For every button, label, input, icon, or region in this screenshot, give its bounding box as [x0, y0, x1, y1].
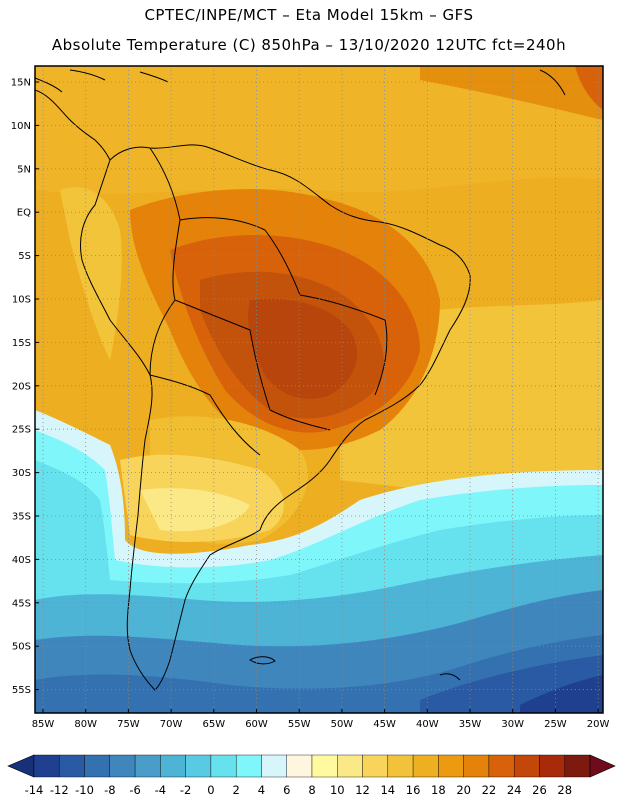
colorbar-swatch	[235, 754, 262, 778]
lon-tick-label: 50W	[331, 719, 354, 730]
lat-tick-label: 5S	[18, 251, 31, 262]
colorbar-swatch	[412, 754, 439, 778]
map-frame	[34, 65, 604, 714]
colorbar-swatch	[84, 754, 111, 778]
colorbar-label: 24	[507, 783, 522, 797]
colorbar-label: 26	[532, 783, 547, 797]
colorbar-swatch	[362, 754, 389, 778]
colorbar-label: -8	[104, 783, 115, 797]
colorbar-label: 0	[207, 783, 214, 797]
colorbar-swatch	[337, 754, 363, 778]
colorbar-swatch	[286, 754, 313, 778]
colorbar-label: -4	[155, 783, 166, 797]
colorbar-label: 4	[258, 783, 265, 797]
lat-tick-label: 30S	[12, 468, 31, 479]
map-title-line1: CPTEC/INPE/MCT – Eta Model 15km – GFS	[144, 6, 474, 24]
lat-tick-label: 5N	[17, 164, 31, 175]
lat-tick-label: EQ	[17, 208, 31, 219]
colorbar-swatch	[134, 754, 161, 778]
map-title-line2: Absolute Temperature (C) 850hPa – 13/10/…	[51, 36, 567, 54]
colorbar-label: 10	[330, 783, 345, 797]
colorbar-swatch	[564, 754, 591, 778]
colorbar-label: 18	[431, 783, 446, 797]
colorbar-swatch	[311, 754, 338, 778]
lon-tick-label: 35W	[459, 719, 482, 730]
lat-tick-label: 15S	[12, 338, 31, 349]
lon-tick-label: 85W	[32, 719, 55, 730]
lon-tick-label: 30W	[501, 719, 524, 730]
colorbar-label: 6	[283, 783, 290, 797]
colorbar-label: 28	[557, 783, 572, 797]
colorbar-swatch	[160, 754, 186, 778]
colorbar-swatch	[210, 754, 237, 778]
lat-lon-grid	[35, 66, 603, 713]
lon-tick-label: 70W	[160, 719, 183, 730]
longitude-axis: 85W 80W 75W 70W 65W 60W 55W 50W 45W 40W 35W 30W 25W 2…	[32, 709, 610, 730]
colorbar-label: 12	[355, 783, 370, 797]
lon-tick-label: 25W	[544, 719, 567, 730]
lat-tick-label: 55S	[12, 685, 31, 696]
colorbar-swatch	[463, 754, 490, 778]
colorbar-label: -12	[50, 783, 69, 797]
colorbar-under-arrow	[7, 754, 35, 778]
lat-tick-label: 40S	[12, 555, 31, 566]
temperature-field	[35, 66, 603, 713]
lat-tick-label: 20S	[12, 381, 31, 392]
lat-tick-label: 10N	[11, 121, 31, 132]
colorbar-swatch	[33, 754, 60, 778]
colorbar-swatch	[59, 754, 85, 778]
colorbar-label: -10	[75, 783, 94, 797]
lon-tick-label: 80W	[74, 719, 97, 730]
colorbar-label: 2	[233, 783, 240, 797]
lon-tick-label: 65W	[202, 719, 225, 730]
colorbar-swatch	[513, 754, 540, 778]
colorbar-swatch	[109, 754, 136, 778]
lon-tick-label: 40W	[416, 719, 439, 730]
colorbar-label: -6	[129, 783, 140, 797]
lat-tick-label: 50S	[12, 642, 31, 653]
colorbar-label: -14	[25, 783, 44, 797]
colorbar-swatch	[488, 754, 515, 778]
lon-tick-label: 60W	[245, 719, 268, 730]
colorbar-label: 22	[482, 783, 497, 797]
colorbar-swatch	[539, 754, 565, 778]
lon-tick-label: 20W	[587, 719, 610, 730]
colorbar: -14 -12 -10 -8 -6 -4 -2 0 2 4 6 8 10 12 14 16 18 20 22 24 26…	[7, 754, 616, 797]
colorbar-swatch	[387, 754, 414, 778]
colorbar-label: -2	[180, 783, 191, 797]
coastline	[35, 69, 566, 691]
colorbar-over-arrow	[589, 754, 616, 778]
lon-tick-label: 55W	[288, 719, 311, 730]
colorbar-label: 8	[308, 783, 315, 797]
lat-tick-label: 25S	[12, 425, 31, 436]
lon-tick-label: 45W	[373, 719, 396, 730]
latitude-axis: 15N 10N 5N EQ 5S 10S 15S 20S 25S 30S 35S 40S 45S 50S 5…	[11, 78, 39, 696]
lat-tick-label: 10S	[12, 295, 31, 306]
colorbar-swatch	[261, 754, 287, 778]
colorbar-label: 14	[380, 783, 395, 797]
lat-tick-label: 45S	[12, 598, 31, 609]
lon-tick-label: 75W	[117, 719, 140, 730]
colorbar-swatch	[438, 754, 464, 778]
colorbar-label: 16	[406, 783, 421, 797]
lat-tick-label: 35S	[12, 512, 31, 523]
colorbar-label: 20	[456, 783, 471, 797]
colorbar-swatch	[185, 754, 212, 778]
lat-tick-label: 15N	[11, 78, 31, 89]
